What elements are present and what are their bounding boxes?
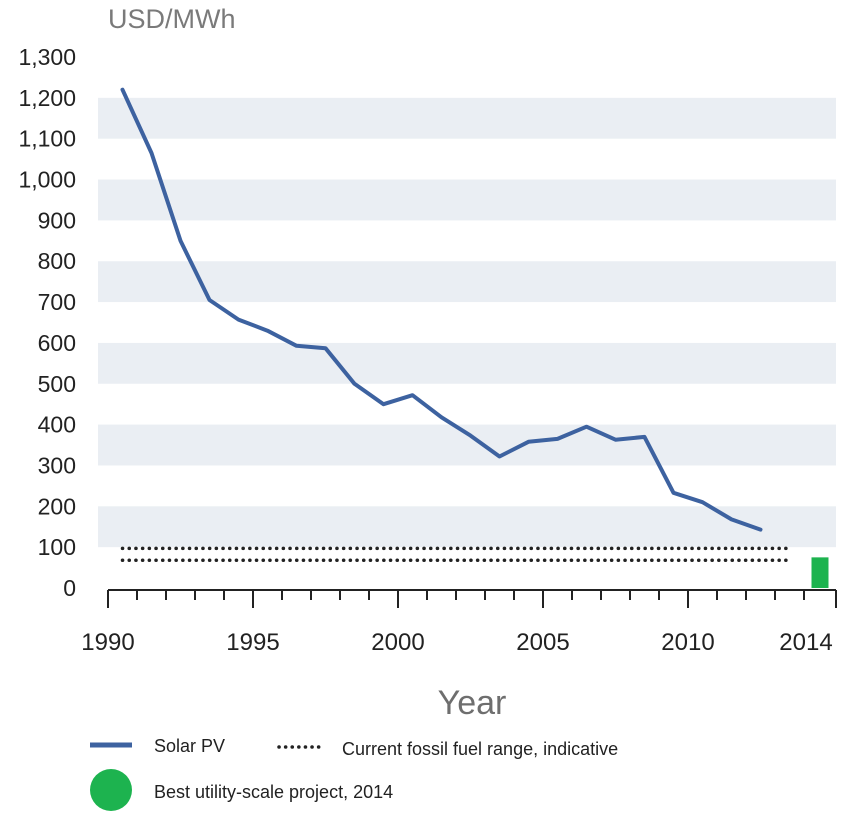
y-tick-label: 100 xyxy=(38,534,76,560)
fossil-fuel-range xyxy=(120,546,789,562)
y-tick-label: 300 xyxy=(38,452,76,478)
grid-band xyxy=(98,506,836,548)
y-tick-labels: 0 100 200 300 400 500 600 700 800 900 1,000 1,100 1,… xyxy=(18,44,76,601)
legend-fossil-label: Current fossil fuel range, indicative xyxy=(342,739,618,759)
y-tick-label: 900 xyxy=(38,207,76,233)
y-tick-label: 1,000 xyxy=(18,167,76,193)
y-tick-label: 1,300 xyxy=(18,44,76,70)
x-tick-label: 1990 xyxy=(81,629,134,656)
grid-band xyxy=(98,424,836,466)
x-tick-label: 1995 xyxy=(226,629,279,656)
legend: Solar PV Current fossil fuel range, indi… xyxy=(90,736,618,811)
y-tick-label: 700 xyxy=(38,289,76,315)
grid-band xyxy=(98,261,836,303)
legend-best-project-label: Best utility-scale project, 2014 xyxy=(154,782,393,802)
y-tick-label: 600 xyxy=(38,330,76,356)
x-tick-label: 2005 xyxy=(516,629,569,656)
x-axis: 1990 1995 2000 2005 2010 2014 xyxy=(81,589,837,656)
y-tick-label: 0 xyxy=(63,575,76,601)
y-tick-label: 800 xyxy=(38,248,76,274)
x-tick-label: 2014 xyxy=(779,629,832,656)
y-tick-label: 1,100 xyxy=(18,126,76,152)
y-axis-unit-label: USD/MWh xyxy=(108,4,236,34)
best-project-bar xyxy=(811,557,829,588)
x-tick-label: 2010 xyxy=(661,629,714,656)
y-tick-label: 200 xyxy=(38,493,76,519)
solar-pv-line xyxy=(120,87,763,532)
background-bands xyxy=(98,97,836,548)
y-tick-label: 400 xyxy=(38,412,76,438)
x-tick-label: 2000 xyxy=(371,629,424,656)
y-tick-label: 500 xyxy=(38,371,76,397)
legend-solar-pv-label: Solar PV xyxy=(154,736,225,756)
legend-best-project-swatch xyxy=(90,769,132,811)
grid-band xyxy=(98,97,836,139)
grid-band xyxy=(98,342,836,384)
grid-band xyxy=(98,179,836,221)
y-tick-label: 1,200 xyxy=(18,85,76,111)
x-axis-title: Year xyxy=(438,684,507,722)
